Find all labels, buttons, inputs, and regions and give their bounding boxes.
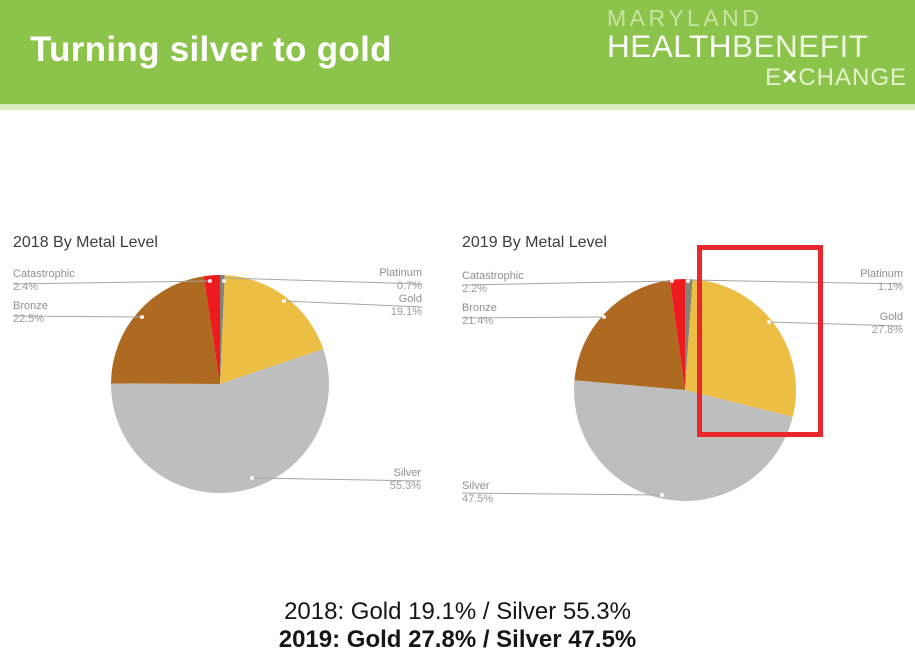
- logo-health: HEALTH: [607, 28, 732, 65]
- label-2019-platinum: Platinum 1.1%: [860, 268, 903, 294]
- summary-line-2019: 2019: Gold 27.8% / Silver 47.5%: [278, 626, 637, 653]
- label-name: Bronze: [13, 300, 48, 312]
- logo-exchange-change: CHANGE: [798, 63, 907, 91]
- label-2019-catastrophic: Catastrophic 2.2%: [462, 270, 524, 296]
- pie-slice-silver: [574, 380, 793, 501]
- gold-highlight-box: [697, 245, 823, 437]
- pie-slice-gold: [220, 275, 324, 384]
- label-pct: 27.8%: [871, 324, 903, 336]
- label-pct: 19.1%: [390, 306, 422, 318]
- label-name: Silver: [393, 467, 421, 479]
- chart-title-2019: 2019 By Metal Level: [462, 234, 607, 251]
- pie-slice-platinum: [220, 275, 225, 384]
- pie-slice-silver: [110, 349, 329, 494]
- pie-slice-bronze: [111, 276, 220, 384]
- header-banner: Turning silver to gold MARYLAND HEALTHBE…: [0, 0, 915, 104]
- pie-slice-bronze: [574, 280, 685, 390]
- label-name: Silver: [462, 480, 490, 492]
- label-pct: 2.2%: [462, 283, 488, 295]
- label-pct: 2.4%: [13, 281, 39, 293]
- page-title: Turning silver to gold: [30, 30, 392, 69]
- chart-title-2018: 2018 By Metal Level: [13, 234, 158, 251]
- label-pct: 55.3%: [389, 480, 421, 492]
- label-name: Catastrophic: [462, 270, 524, 282]
- label-2018-catastrophic: Catastrophic 2.4%: [13, 268, 75, 294]
- x-flower-icon: ×: [782, 60, 799, 91]
- pie-slice-gold: [685, 279, 796, 417]
- label-name: Platinum: [860, 268, 903, 280]
- label-name: Platinum: [379, 267, 422, 279]
- logo-exchange: E×CHANGE: [607, 60, 907, 91]
- logo-exchange-e: E: [765, 63, 783, 91]
- logo-benefit: BENEFIT: [731, 28, 869, 65]
- label-2018-silver: Silver 55.3%: [390, 467, 421, 493]
- label-2019-bronze: Bronze 21.4%: [462, 302, 497, 328]
- label-2018-bronze: Bronze 22.5%: [13, 300, 48, 326]
- label-name: Gold: [879, 311, 903, 323]
- pie-slice-catastrophic: [203, 275, 220, 384]
- org-logo: MARYLAND HEALTHBENEFIT E×CHANGE: [607, 5, 907, 91]
- label-pct: 47.5%: [462, 493, 494, 505]
- label-pct: 21.4%: [462, 315, 494, 327]
- label-pct: 1.1%: [877, 281, 903, 293]
- pie-chart-2019: [574, 279, 796, 501]
- pie-slice-catastrophic: [669, 279, 685, 390]
- label-name: Gold: [398, 293, 422, 305]
- label-2018-gold: Gold 19.1%: [391, 293, 422, 319]
- pie-slice-platinum: [685, 279, 693, 390]
- label-pct: 22.5%: [13, 313, 45, 325]
- label-name: Catastrophic: [13, 268, 75, 280]
- label-2018-platinum: Platinum 0.7%: [379, 267, 422, 293]
- summary-line-2018: 2018: Gold 19.1% / Silver 55.3%: [284, 598, 631, 625]
- pie-chart-2018: [110, 275, 329, 494]
- logo-maryland: MARYLAND: [607, 5, 763, 31]
- header-bottom-band: [0, 104, 915, 110]
- logo-healthbenefit: HEALTHBENEFIT: [607, 30, 907, 62]
- label-2019-silver: Silver 47.5%: [462, 480, 493, 506]
- label-2019-gold: Gold 27.8%: [872, 311, 903, 337]
- label-pct: 0.7%: [396, 280, 422, 292]
- label-name: Bronze: [462, 302, 497, 314]
